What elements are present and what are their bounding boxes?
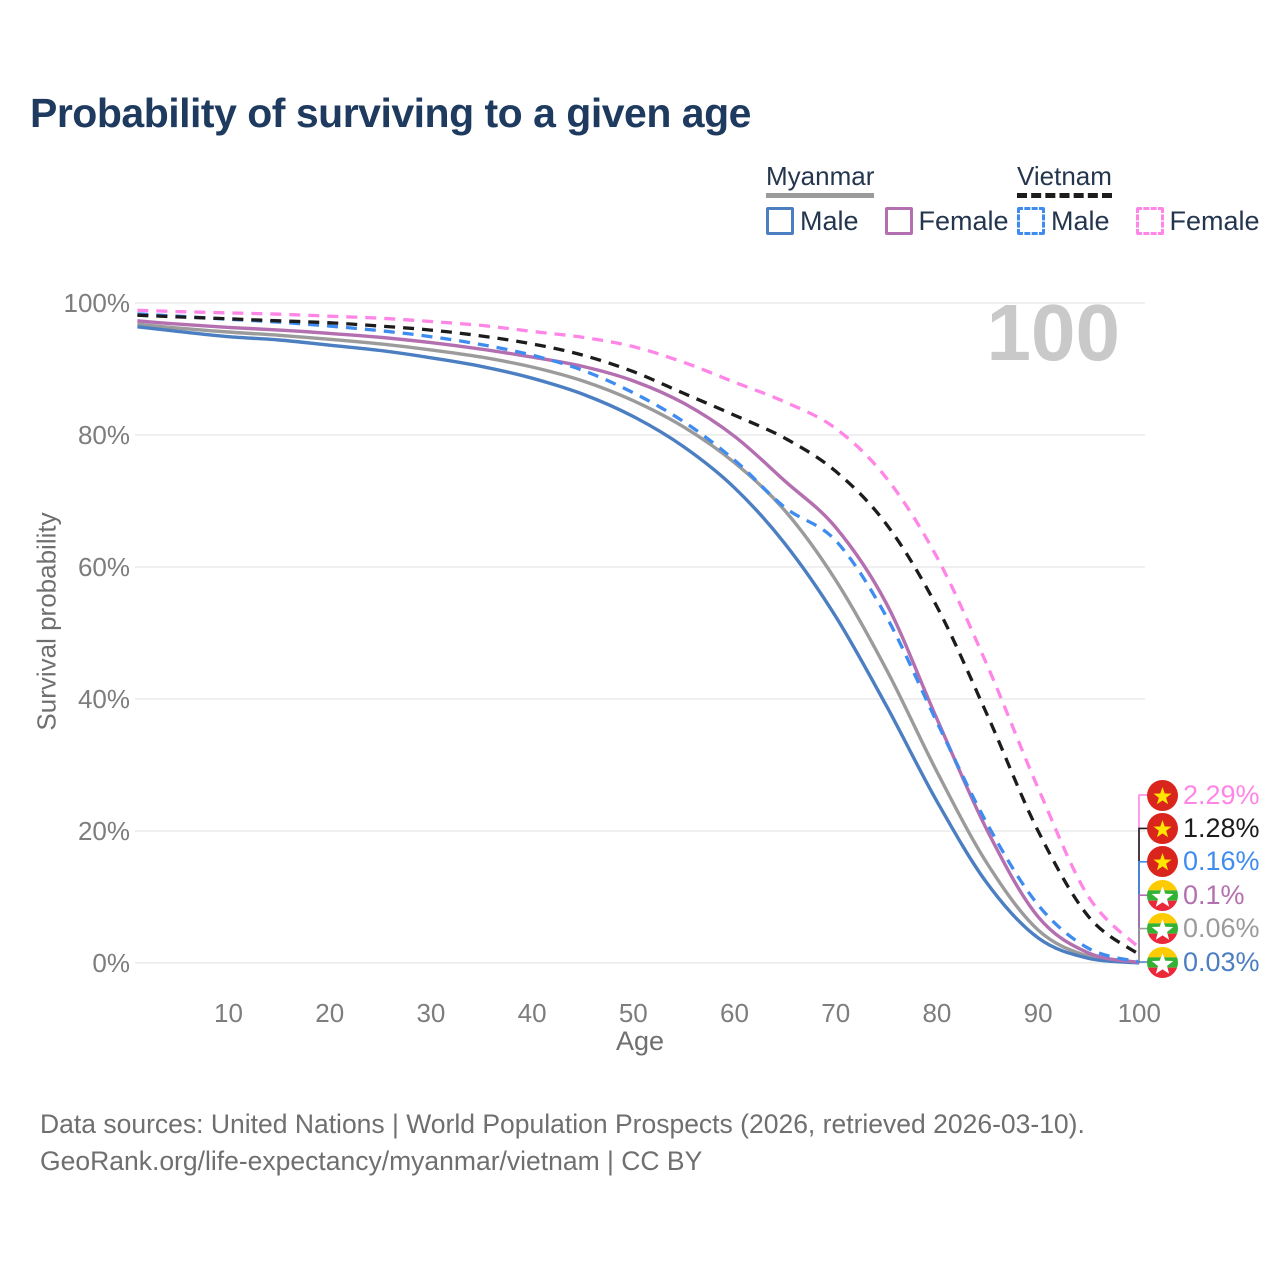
legend-label-myanmar-male: Male	[800, 205, 859, 236]
end-label: 0.03%	[1147, 945, 1260, 979]
end-label-value: 0.1%	[1183, 879, 1245, 910]
x-tick-label: 40	[518, 998, 547, 1028]
leader-line-myanmar-all	[1138, 927, 1148, 963]
end-label: 0.06%	[1147, 912, 1260, 946]
end-label-value: 1.28%	[1183, 812, 1260, 843]
legend-vietnam-header: Vietnam	[1017, 161, 1112, 198]
x-tick-label: 60	[720, 998, 749, 1028]
footer-data-sources: Data sources: United Nations | World Pop…	[40, 1109, 1085, 1139]
footer-attribution: GeoRank.org/life-expectancy/myanmar/viet…	[40, 1146, 703, 1176]
end-label: 0.16%	[1147, 845, 1260, 879]
y-tick-label: 0%	[92, 948, 130, 978]
footer: Data sources: United Nations | World Pop…	[40, 1106, 1085, 1180]
x-tick-label: 80	[922, 998, 951, 1028]
legend-swatch-myanmar-male	[766, 207, 794, 236]
x-tick-label: 10	[214, 998, 243, 1028]
x-tick-label: 20	[315, 998, 344, 1028]
y-axis-title: Survival probability	[31, 512, 62, 731]
end-label-value: 0.06%	[1183, 913, 1260, 944]
x-tick-label: 90	[1024, 998, 1053, 1028]
legend-label-vietnam-female: Female	[1169, 205, 1260, 236]
myanmar-flag-icon	[1147, 879, 1178, 911]
series-myanmar-male-line	[137, 325, 1140, 965]
x-tick-label: 70	[821, 998, 850, 1028]
x-tick-label: 30	[416, 998, 445, 1028]
legend-myanmar-items: Male Female	[766, 206, 1009, 237]
legend-swatch-vietnam-female	[1135, 207, 1164, 236]
y-tick-label: 60%	[78, 552, 130, 582]
leader-line-myanmar-male	[1138, 961, 1148, 963]
end-label: 0.1%	[1147, 878, 1245, 912]
end-label-value: 0.16%	[1183, 846, 1260, 877]
legend-swatch-myanmar-female	[884, 207, 913, 236]
series-vietnam-male-line	[137, 312, 1140, 964]
vietnam-flag-icon	[1147, 846, 1178, 878]
series-vietnam-female-line	[137, 308, 1141, 950]
x-tick-label: 100	[1118, 998, 1161, 1028]
legend-label-vietnam-male: Male	[1051, 205, 1110, 236]
legend-group-myanmar: Myanmar Male Female	[766, 161, 1009, 237]
y-tick-label: 40%	[78, 684, 130, 714]
series-myanmar-female-line	[137, 319, 1140, 964]
legend-label-myanmar-female: Female	[918, 205, 1009, 236]
myanmar-flag-icon	[1147, 946, 1178, 978]
x-tick-label: 50	[619, 998, 648, 1028]
end-label: 1.28%	[1147, 811, 1260, 845]
vietnam-flag-icon	[1147, 812, 1178, 844]
legend-swatch-vietnam-male	[1017, 207, 1045, 236]
end-label-value: 2.29%	[1183, 779, 1260, 810]
page-title: Probability of surviving to a given age	[30, 90, 751, 136]
series-myanmar-all-line	[137, 322, 1140, 965]
legend-group-vietnam: Vietnam Male Female	[1017, 161, 1260, 237]
vietnam-flag-icon	[1147, 779, 1178, 811]
y-tick-label: 20%	[78, 816, 130, 846]
series-vietnam-all-line	[137, 313, 1141, 956]
end-label: 2.29%	[1147, 778, 1260, 812]
legend-myanmar-header: Myanmar	[766, 161, 875, 198]
y-tick-label: 100%	[64, 288, 131, 318]
legend-vietnam-items: Male Female	[1017, 206, 1260, 237]
x-axis-title: Age	[615, 1026, 665, 1056]
y-tick-label: 80%	[78, 420, 130, 450]
age-watermark: 100	[986, 288, 1120, 377]
end-label-value: 0.03%	[1183, 946, 1260, 977]
myanmar-flag-icon	[1147, 913, 1178, 945]
